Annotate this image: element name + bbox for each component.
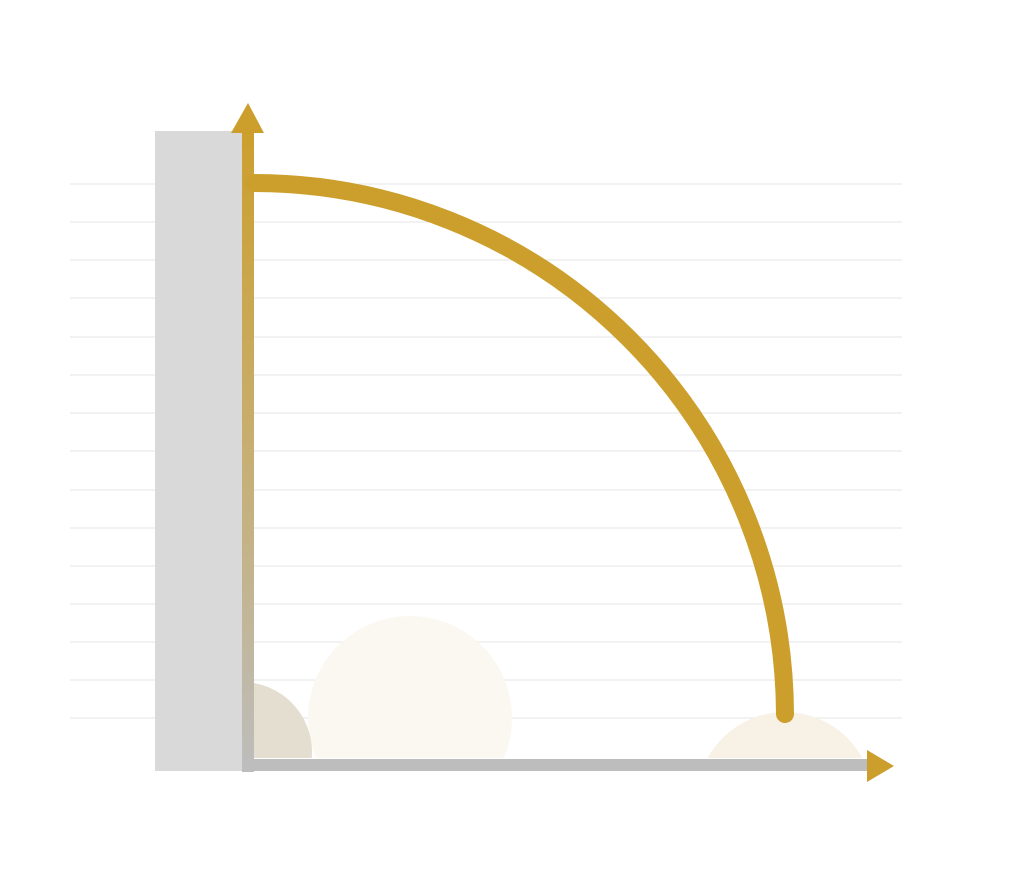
soft-circle xyxy=(248,682,312,758)
soft-circle xyxy=(308,616,512,758)
curve xyxy=(245,174,794,723)
vertical-axis xyxy=(242,128,254,772)
gray-panel xyxy=(155,131,242,771)
horizontal-arrow xyxy=(867,750,894,782)
soft-circle xyxy=(707,712,863,758)
horizontal-axis xyxy=(242,759,870,771)
soft-circles xyxy=(248,616,863,758)
vertical-arrow xyxy=(231,103,264,133)
